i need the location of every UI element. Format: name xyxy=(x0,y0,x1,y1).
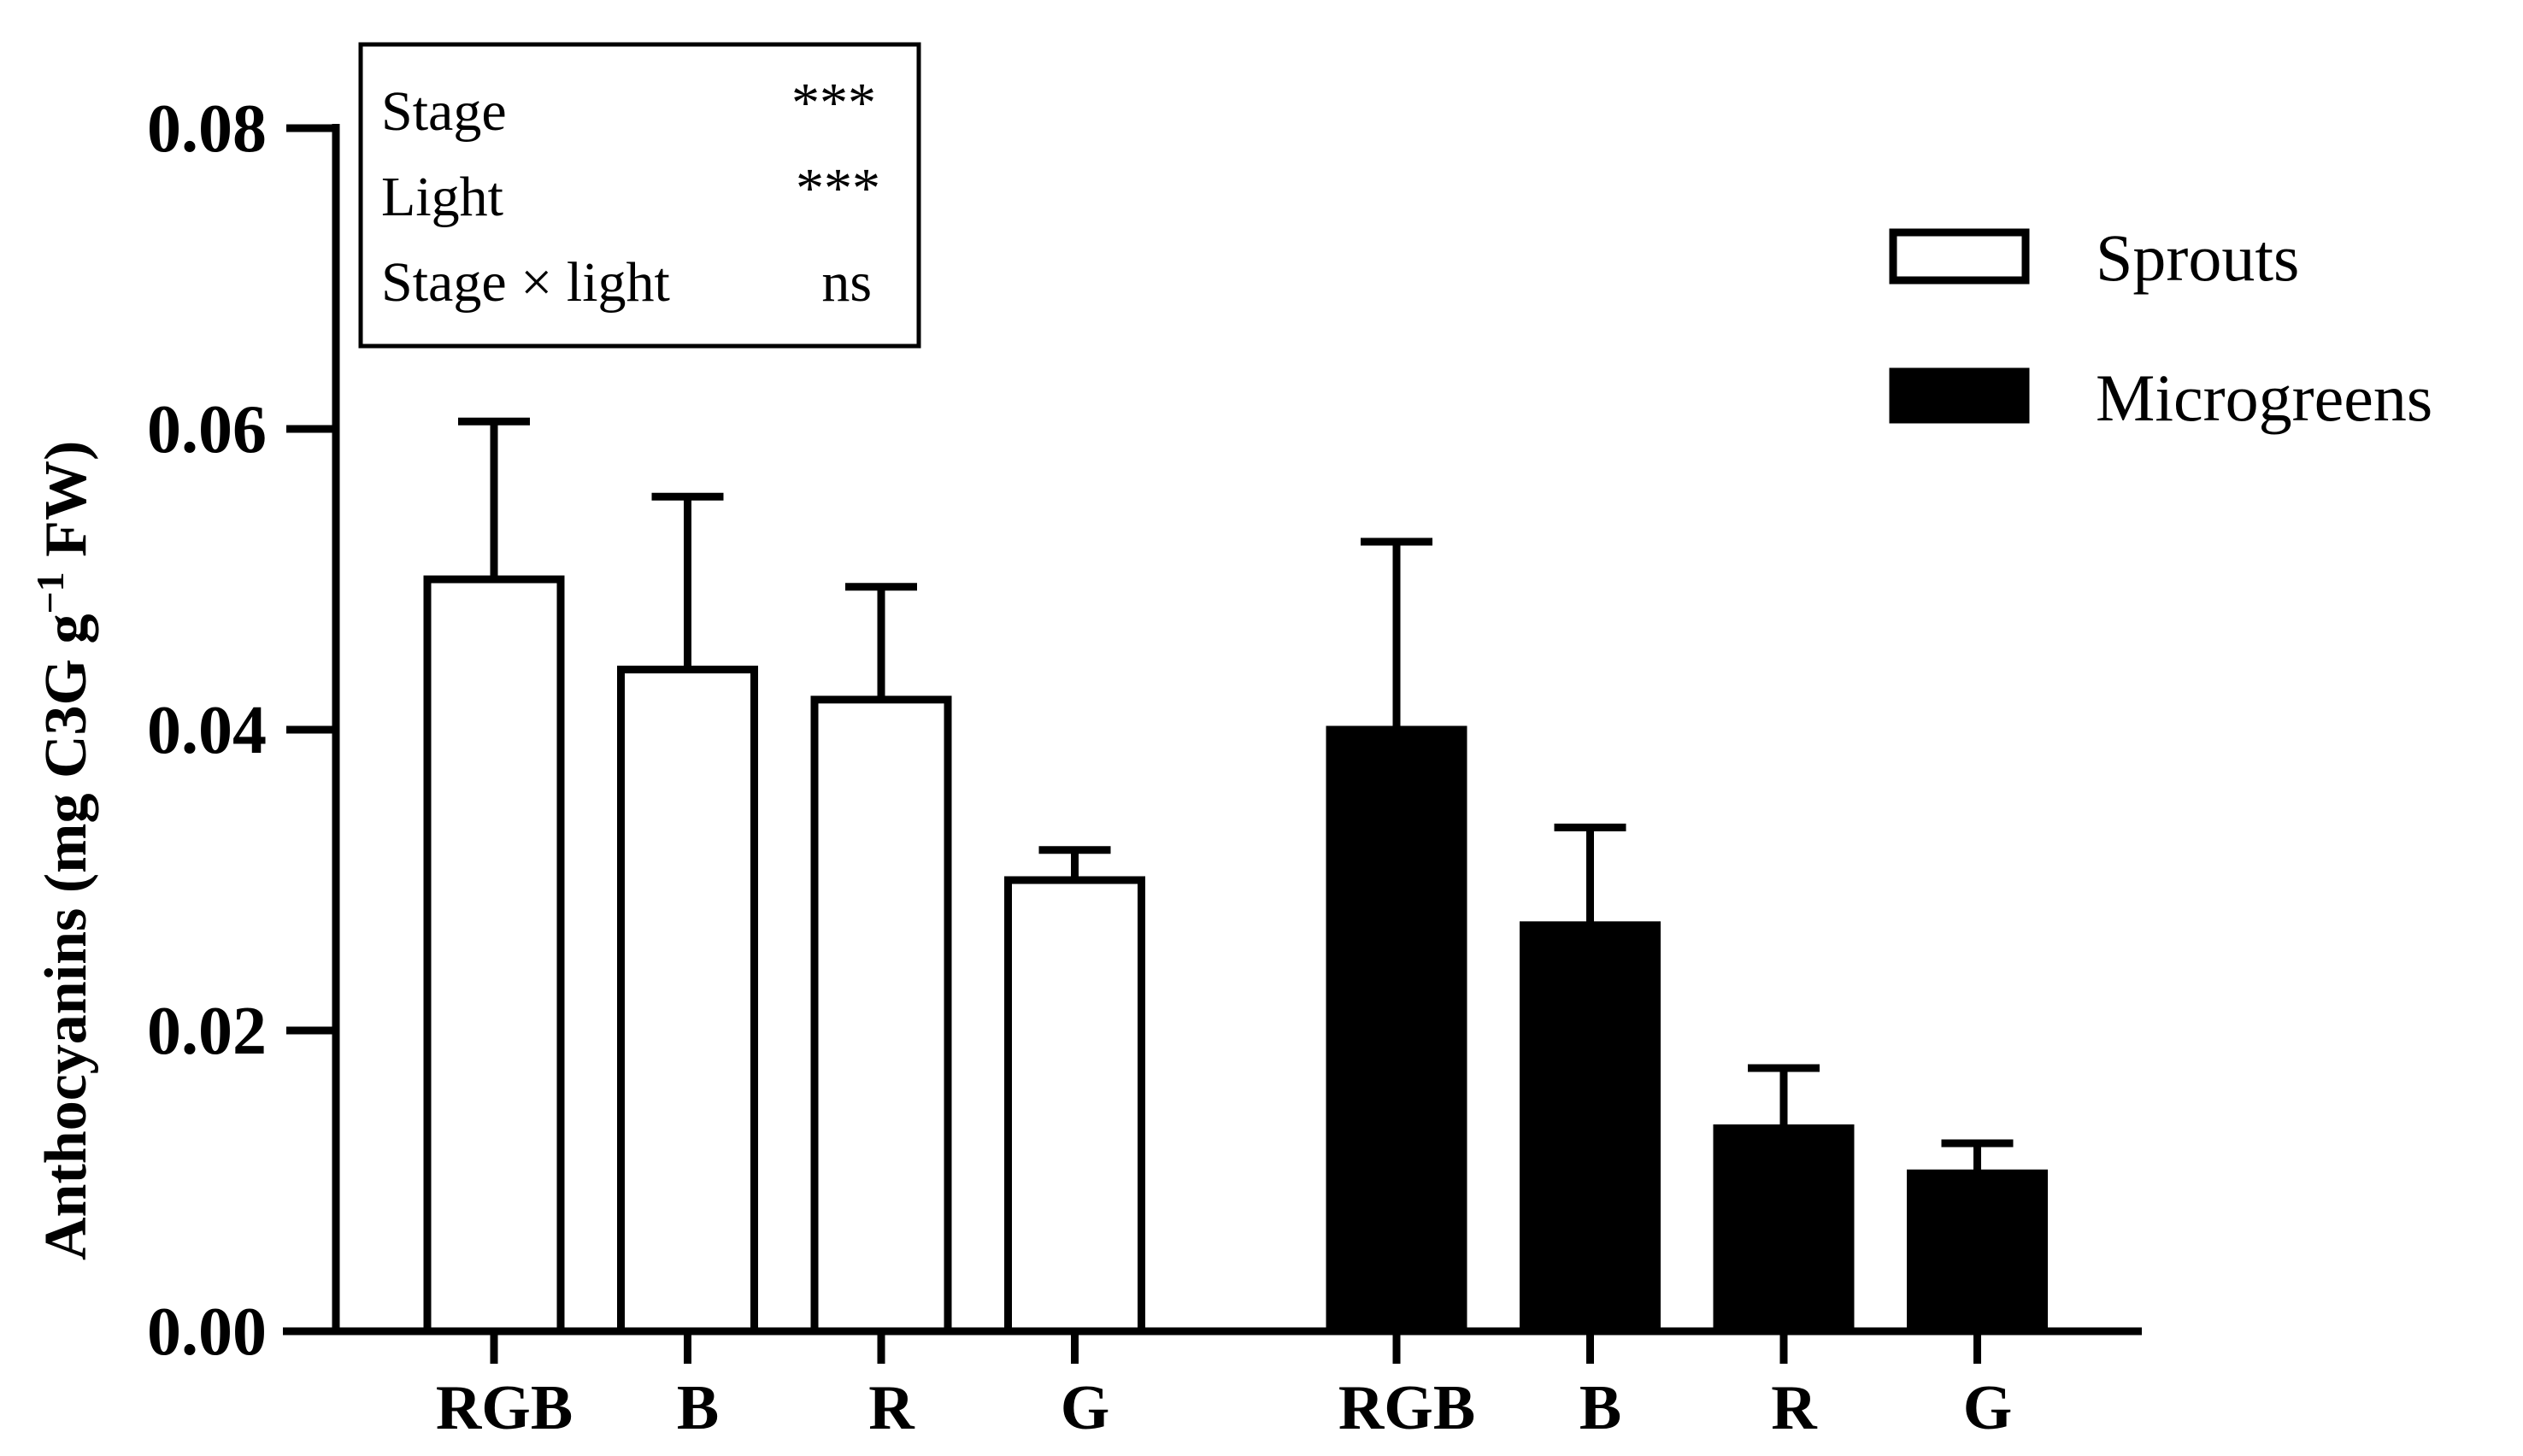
bar-microgreens-rgb xyxy=(1326,725,1467,1336)
stats-term-interaction: Stage × light xyxy=(381,251,670,314)
legend-swatch-sprouts xyxy=(1889,228,2030,285)
y-tick-label: 0.04 xyxy=(147,693,267,768)
legend-label-microgreens: Microgreens xyxy=(2096,361,2432,435)
stats-sig-stage: *** xyxy=(791,72,876,134)
x-tick-label: RGB xyxy=(1338,1373,1475,1443)
x-tick-label: G xyxy=(1061,1373,1110,1443)
error-bars xyxy=(458,417,2014,1174)
stats-box: Stage *** Light *** Stage × light ns xyxy=(358,42,921,349)
x-tick-label: B xyxy=(677,1373,719,1443)
x-tick-label: G xyxy=(1963,1373,2013,1443)
x-tick-label: R xyxy=(1771,1373,1818,1443)
stats-box-frame xyxy=(358,42,921,349)
x-tick-label: R xyxy=(868,1373,915,1443)
stats-sig-interaction: ns xyxy=(821,251,872,314)
y-axis-label: Anthocyanins (mg C3G g−1 FW) xyxy=(28,441,99,1260)
x-tick-label: RGB xyxy=(436,1373,573,1443)
y-axis-label-exponent: −1 xyxy=(28,572,72,614)
y-tick-label: 0.00 xyxy=(147,1295,267,1370)
legend-label-sprouts: Sprouts xyxy=(2096,220,2299,295)
x-axis-ticks: RGB B R G RGB B R G xyxy=(436,1331,2012,1443)
bar-series xyxy=(423,575,2048,1336)
stats-sig-light: *** xyxy=(796,157,880,220)
y-tick-label: 0.02 xyxy=(147,994,267,1069)
y-tick-label: 0.06 xyxy=(147,392,267,467)
y-axis-ticks: 0.00 0.02 0.04 0.06 0.08 xyxy=(147,91,336,1370)
x-tick-label: B xyxy=(1579,1373,1621,1443)
bar-microgreens-b xyxy=(1520,921,1661,1336)
stats-term-stage: Stage xyxy=(381,80,507,143)
legend: Sprouts Microgreens xyxy=(1889,220,2432,435)
bar-microgreens-r xyxy=(1713,1124,1855,1336)
bar-microgreens-g xyxy=(1907,1169,2048,1336)
bar-sprouts-r xyxy=(810,696,952,1336)
bar-sprouts-b xyxy=(617,666,758,1336)
bar-sprouts-g xyxy=(1004,876,1145,1336)
y-tick-label: 0.08 xyxy=(147,91,267,167)
stats-term-light: Light xyxy=(381,166,503,228)
bar-sprouts-rgb xyxy=(423,575,565,1336)
legend-swatch-microgreens xyxy=(1889,367,2030,424)
